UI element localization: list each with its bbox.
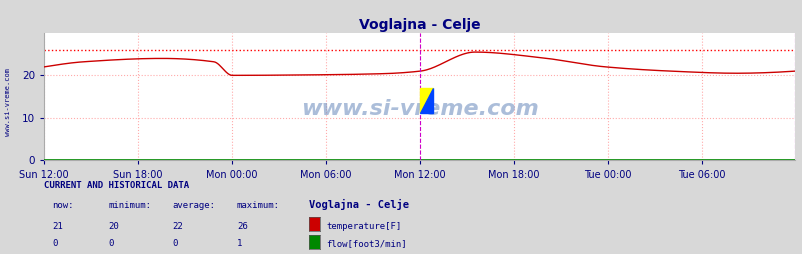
Text: 0: 0 — [52, 239, 58, 248]
Title: Voglajna - Celje: Voglajna - Celje — [358, 18, 480, 32]
Text: 21: 21 — [52, 221, 63, 231]
Text: flow[foot3/min]: flow[foot3/min] — [326, 239, 406, 248]
Text: Mon 12:00: Mon 12:00 — [394, 170, 445, 180]
Text: Mon 00:00: Mon 00:00 — [206, 170, 257, 180]
Text: now:: now: — [52, 201, 74, 210]
Text: Mon 06:00: Mon 06:00 — [300, 170, 351, 180]
Text: Voglajna - Celje: Voglajna - Celje — [309, 199, 409, 210]
Text: Sun 12:00: Sun 12:00 — [19, 170, 69, 180]
Text: 22: 22 — [172, 221, 183, 231]
Text: Sun 18:00: Sun 18:00 — [113, 170, 163, 180]
Text: CURRENT AND HISTORICAL DATA: CURRENT AND HISTORICAL DATA — [44, 181, 189, 190]
Polygon shape — [419, 88, 433, 114]
Text: 0: 0 — [108, 239, 114, 248]
Text: Tue 06:00: Tue 06:00 — [678, 170, 725, 180]
Polygon shape — [419, 88, 433, 114]
Text: Tue 00:00: Tue 00:00 — [584, 170, 631, 180]
Text: Mon 18:00: Mon 18:00 — [488, 170, 539, 180]
Text: 20: 20 — [108, 221, 119, 231]
Text: 1: 1 — [237, 239, 242, 248]
Text: minimum:: minimum: — [108, 201, 152, 210]
Text: 0: 0 — [172, 239, 178, 248]
Text: temperature[F]: temperature[F] — [326, 221, 401, 231]
Text: www.si-vreme.com: www.si-vreme.com — [300, 99, 538, 119]
Text: average:: average: — [172, 201, 216, 210]
Text: www.si-vreme.com: www.si-vreme.com — [5, 68, 11, 136]
Text: 26: 26 — [237, 221, 247, 231]
Text: maximum:: maximum: — [237, 201, 280, 210]
